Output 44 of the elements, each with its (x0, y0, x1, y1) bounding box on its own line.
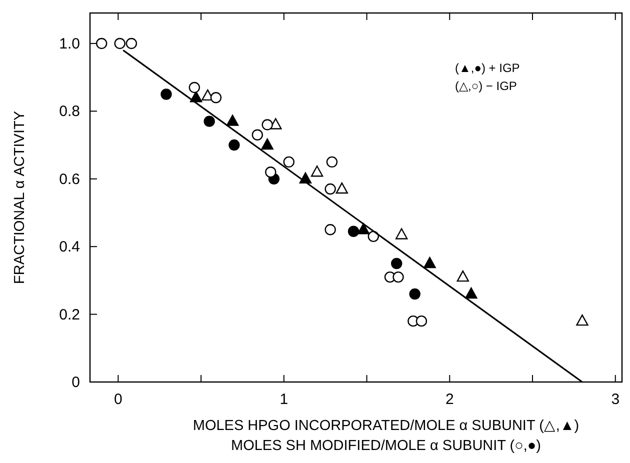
point (324, 224, 336, 236)
point (392, 271, 404, 283)
y-tick-label: 0 (72, 374, 80, 391)
point (126, 38, 138, 50)
point (395, 228, 408, 240)
point (391, 258, 402, 270)
x-tick-label: 3 (611, 391, 620, 408)
x-tick-label: 0 (114, 391, 122, 408)
point (416, 315, 428, 327)
y-tick-label: 0.4 (59, 238, 80, 256)
point (576, 314, 588, 326)
point (465, 287, 478, 299)
y-axis-title: FRACTIONAL α ACTIVITY (12, 110, 28, 284)
annotation: (▲,●) + IGP (455, 61, 520, 75)
point (357, 223, 370, 234)
point (114, 38, 126, 50)
point (336, 182, 348, 194)
point (252, 129, 263, 140)
x-axis-title: MOLES HPGO INCORPORATED/MOLE α SUBUNIT (△,▲) MOLES SH MODIFIED/MOLE α SUBUNIT (○,●) (192, 418, 580, 454)
point (188, 82, 200, 94)
point (456, 270, 469, 282)
point (424, 256, 436, 268)
point (324, 183, 336, 195)
point (96, 38, 108, 50)
y-tick-label: 1.0 (59, 35, 80, 52)
point (265, 166, 276, 178)
y-tick-label: 0.8 (59, 103, 80, 120)
point (226, 114, 239, 126)
point (228, 139, 240, 151)
point (261, 138, 274, 150)
point (348, 226, 360, 237)
point (326, 156, 338, 168)
point (204, 116, 215, 127)
point (310, 166, 324, 177)
annotation: (△,○) − IGP (455, 79, 517, 93)
point (409, 288, 420, 300)
point (210, 92, 222, 104)
x-tick-label: 2 (445, 391, 454, 408)
point (283, 156, 294, 168)
point (160, 88, 172, 100)
point (262, 119, 273, 130)
y-tick-label: 0.6 (59, 170, 80, 188)
y-tick-label: 0.2 (59, 306, 80, 324)
x-tick-label: 1 (280, 391, 288, 408)
